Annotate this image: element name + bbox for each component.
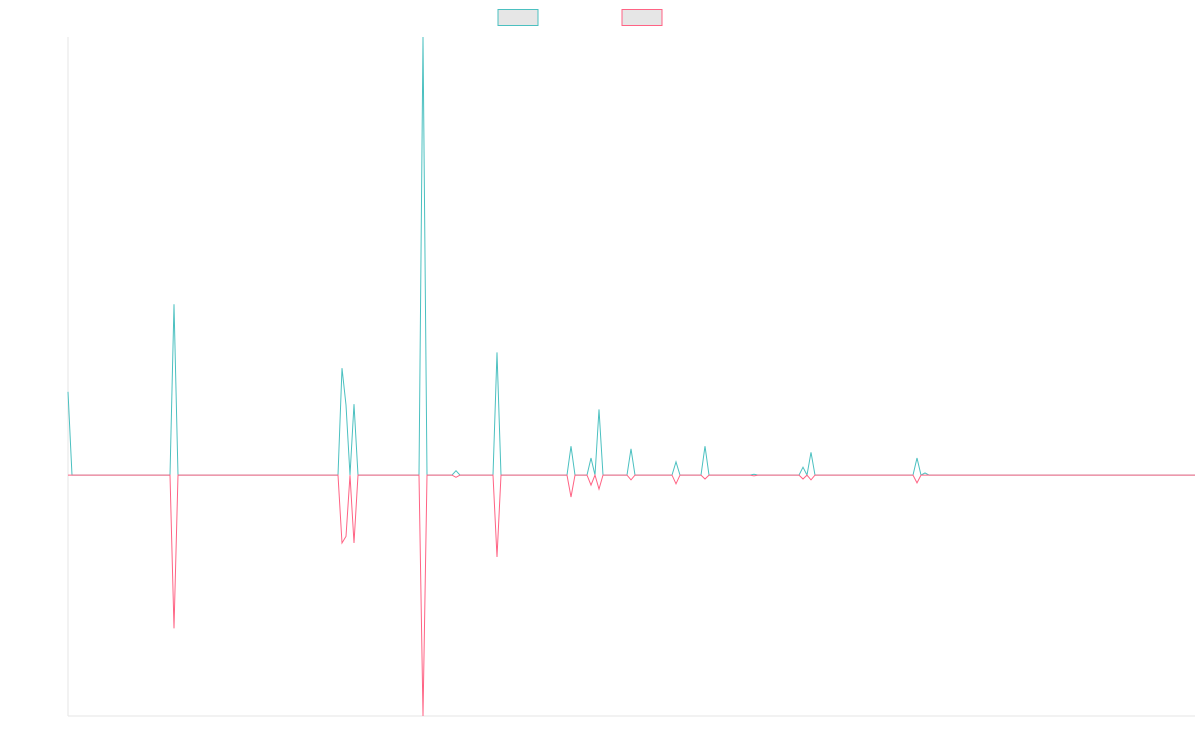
legend-swatch xyxy=(621,9,663,26)
line-series xyxy=(67,36,1195,477)
legend-swatch xyxy=(497,9,539,26)
line-series xyxy=(68,473,1195,717)
